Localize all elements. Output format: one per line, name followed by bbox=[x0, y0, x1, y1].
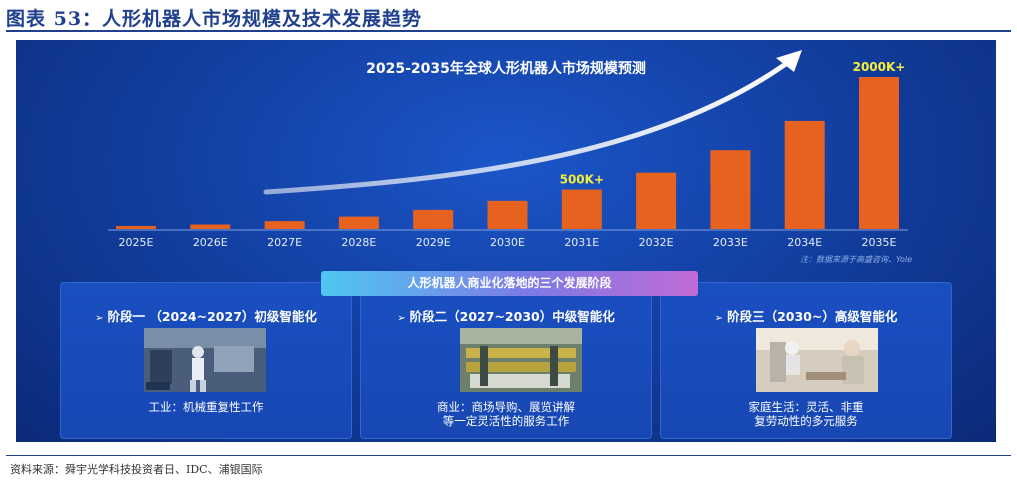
bar-2031E bbox=[561, 189, 602, 229]
stages-banner: 人形机器人商业化落地的三个发展阶段 bbox=[321, 271, 698, 296]
bar-2027E bbox=[264, 221, 305, 229]
figure-title: 图表 53：人形机器人市场规模及技术发展趋势 bbox=[6, 8, 423, 30]
stage-card-1: ➢ 阶段一 （2024~2027）初级智能化 工业：机械重复性工作 bbox=[60, 282, 352, 439]
bar-2035E bbox=[859, 77, 899, 229]
infographic-panel: 2025-2035年全球人形机器人市场规模预测 2025E 2026E 2027E 2… bbox=[16, 40, 996, 442]
bar-data-label: 2000K+ bbox=[853, 60, 906, 74]
commercial-robot-photo bbox=[460, 328, 582, 392]
stage-2-title: ➢ 阶段二（2027~2030）中级智能化 bbox=[397, 309, 615, 324]
bar-2030E bbox=[487, 200, 528, 229]
x-tick-label: 2035E bbox=[862, 236, 897, 249]
factory-robot-photo bbox=[144, 328, 266, 392]
x-tick-label: 2029E bbox=[416, 236, 451, 249]
stage-card-2: ➢ 阶段二（2027~2030）中级智能化 商业：商场导购、展览讲解 等一定灵活性… bbox=[360, 282, 652, 439]
x-tick-label: 2026E bbox=[193, 236, 228, 249]
arrow-bullet-icon: ➢ bbox=[397, 313, 406, 324]
x-tick-label: 2028E bbox=[341, 236, 376, 249]
title-rule bbox=[6, 30, 1011, 32]
chart-title: 2025-2035年全球人形机器人市场规模预测 bbox=[366, 60, 646, 77]
x-tick-label: 2027E bbox=[267, 236, 302, 249]
x-tick-label: 2030E bbox=[490, 236, 525, 249]
stage-1-description: 工业：机械重复性工作 bbox=[148, 400, 264, 414]
arrow-bullet-icon: ➢ bbox=[95, 313, 104, 324]
x-tick-label: 2032E bbox=[639, 236, 674, 249]
source-note: 资料来源：舜宇光学科技投资者日、IDC、浦银国际 bbox=[10, 463, 263, 476]
bar-data-label: 500K+ bbox=[560, 173, 604, 187]
stage-3-title: ➢ 阶段三（2030~）高级智能化 bbox=[714, 309, 898, 324]
stage-2-description: 商业：商场导购、展览讲解 等一定灵活性的服务工作 bbox=[437, 400, 575, 428]
data-source-note: 注：数据来源于高盛咨询、Yole bbox=[799, 255, 912, 264]
bar-2033E bbox=[710, 150, 751, 229]
footer-rule bbox=[6, 455, 1011, 456]
stage-3-description: 家庭生活：灵活、非重 复劳动性的多元服务 bbox=[748, 400, 864, 428]
growth-trend-arrow bbox=[263, 55, 797, 195]
growth-trend-arrowhead bbox=[776, 50, 802, 72]
stage-1-title: ➢ 阶段一 （2024~2027）初级智能化 bbox=[95, 309, 317, 324]
x-tick-label: 2034E bbox=[787, 236, 822, 249]
market-size-chart: 2025-2035年全球人形机器人市场规模预测 2025E 2026E 2027E 2… bbox=[108, 50, 908, 249]
x-tick-label: 2033E bbox=[713, 236, 748, 249]
bar-2034E bbox=[784, 120, 825, 229]
bar-2026E bbox=[190, 224, 231, 229]
stage-card-3: ➢ 阶段三（2030~）高级智能化 家庭生活：灵活、非重 复劳动性的多元服务 bbox=[660, 282, 952, 439]
x-tick-label: 2025E bbox=[119, 236, 154, 249]
x-tick-label: 2031E bbox=[564, 236, 599, 249]
arrow-bullet-icon: ➢ bbox=[714, 313, 724, 324]
home-robot-photo bbox=[756, 328, 878, 392]
bar-2032E bbox=[636, 172, 677, 229]
bar-2028E bbox=[338, 216, 379, 229]
bar-2025E bbox=[116, 226, 156, 229]
bar-2029E bbox=[413, 209, 454, 229]
